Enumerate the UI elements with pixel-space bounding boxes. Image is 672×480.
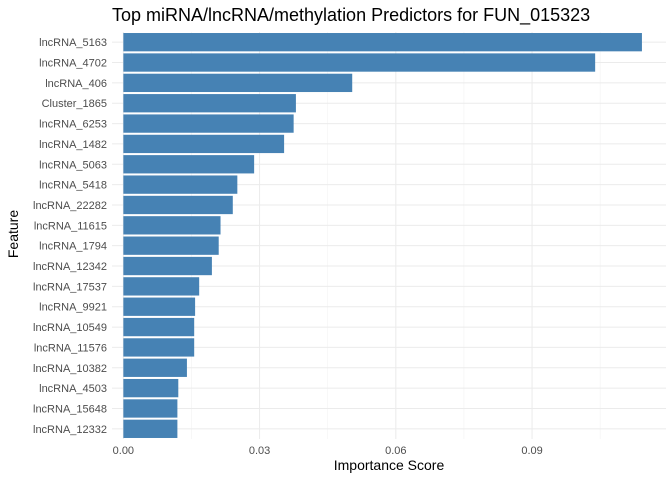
y-tick-label: lncRNA_15648	[33, 403, 107, 415]
bar-lncrna-4702	[123, 53, 596, 72]
y-tick-label: lncRNA_4702	[39, 58, 107, 70]
bar-lncrna-4503	[123, 378, 179, 398]
x-tick-labels: 0.00 0.03 0.06 0.09	[113, 445, 543, 457]
y-tick-label: lncRNA_11576	[34, 342, 107, 354]
minor-gridlines	[191, 32, 601, 439]
bar-lncrna-17537	[123, 277, 200, 296]
bar-lncrna-5163	[123, 33, 642, 52]
bar-lncrna-1794	[123, 236, 219, 255]
y-tick-label: lncRNA_10549	[33, 322, 107, 334]
bar-lncrna-10549	[123, 317, 195, 337]
x-tick-label: 0.09	[521, 445, 542, 457]
y-tick-label: lncRNA_5063	[39, 159, 107, 171]
y-tick-label: lncRNA_1794	[39, 241, 107, 253]
y-axis-title: Feature	[5, 210, 21, 258]
y-tick-label: Cluster_1865	[42, 98, 107, 110]
bar-lncrna-11615	[123, 216, 221, 235]
y-tick-label: lncRNA_12332	[33, 424, 107, 436]
major-gridlines	[112, 32, 666, 439]
bar-lncrna-12332	[123, 419, 178, 438]
bar-cluster-1865	[123, 94, 296, 113]
y-tick-label: lncRNA_22282	[33, 200, 107, 212]
y-tick-label: lncRNA_4503	[39, 383, 107, 395]
y-tick-label: lncRNA_1482	[39, 139, 107, 151]
y-tick-label: lncRNA_6253	[39, 119, 107, 131]
y-tick-label: lncRNA_12342	[33, 261, 107, 273]
bar-lncrna-15648	[123, 399, 178, 418]
bar-lncrna-10382	[123, 358, 187, 377]
y-tick-label: lncRNA_17537	[33, 281, 107, 293]
bar-lncrna-11576	[123, 338, 195, 357]
y-tick-label: lncRNA_406	[45, 78, 107, 90]
bar-lncrna-9921	[123, 297, 196, 316]
y-tick-label: lncRNA_9921	[39, 302, 107, 314]
x-tick-label: 0.00	[113, 445, 134, 457]
x-tick-label: 0.06	[385, 445, 406, 457]
y-tick-label: lncRNA_5163	[39, 37, 107, 49]
chart-title: Top miRNA/lncRNA/methylation Predictors …	[112, 5, 590, 26]
bar-lncrna-406	[123, 73, 353, 93]
x-tick-label: 0.03	[249, 445, 270, 457]
bar-lncrna-5063	[123, 155, 255, 174]
y-tick-label: lncRNA_10382	[33, 363, 107, 375]
x-axis-title: Importance Score	[334, 457, 445, 473]
y-tick-label: lncRNA_5418	[39, 180, 107, 192]
bar-lncrna-6253	[123, 114, 294, 133]
bars	[123, 33, 642, 438]
bar-lncrna-12342	[123, 256, 212, 276]
bar-lncrna-22282	[123, 195, 233, 215]
bar-lncrna-1482	[123, 134, 285, 154]
bar-lncrna-5418	[123, 175, 238, 194]
y-tick-label: lncRNA_11615	[34, 220, 107, 232]
y-tick-labels: lncRNA_5163 lncRNA_4702 lncRNA_406 Cluster_…	[33, 37, 107, 436]
